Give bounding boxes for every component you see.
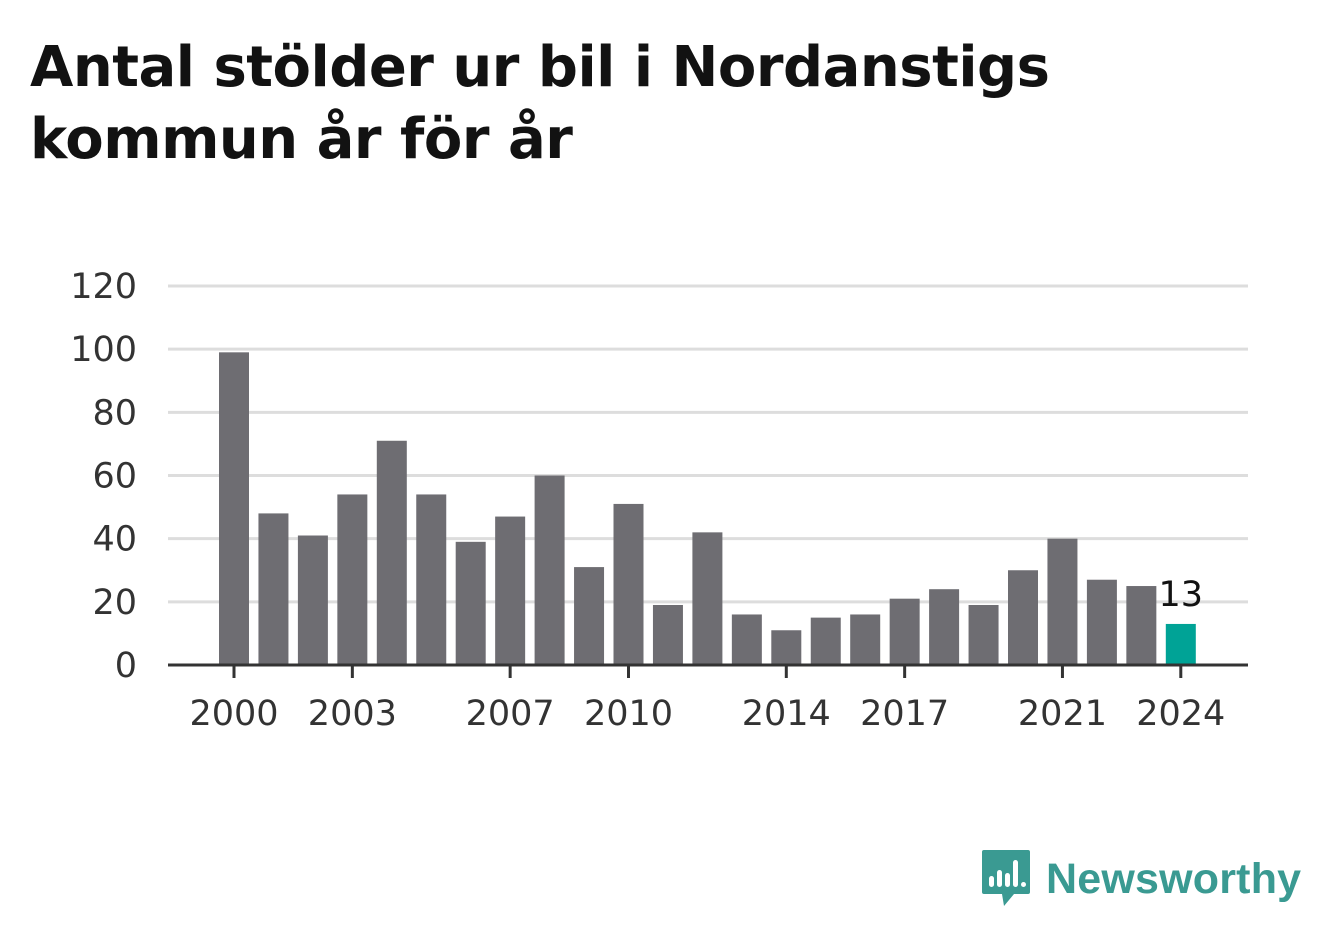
bar-2011 xyxy=(652,604,683,665)
x-tick-label: 2021 xyxy=(1018,694,1107,734)
bar-2018 xyxy=(929,589,960,665)
y-tick-label: 100 xyxy=(70,330,137,370)
x-tick-label: 2010 xyxy=(584,694,673,734)
x-tick-label: 2003 xyxy=(308,694,397,734)
bar-2017 xyxy=(889,598,920,665)
bars xyxy=(219,352,1196,665)
chart-title: Antal stölder ur bil i Nordanstigs kommu… xyxy=(30,35,1050,172)
y-tick-label: 80 xyxy=(92,393,137,433)
y-tick-label: 60 xyxy=(92,457,137,497)
x-tick-label: 2017 xyxy=(860,694,949,734)
x-tick-label: 2000 xyxy=(189,694,278,734)
y-tick-label: 120 xyxy=(70,267,137,307)
y-tick-label: 0 xyxy=(115,646,137,686)
y-tick-label: 20 xyxy=(92,583,137,623)
bar-2019 xyxy=(968,604,999,665)
bar-2014 xyxy=(771,630,802,665)
bar-2022 xyxy=(1086,579,1117,665)
bar-2016 xyxy=(850,614,881,665)
bar-2023 xyxy=(1126,586,1157,665)
bar-2013 xyxy=(731,614,762,665)
bar-2001 xyxy=(258,513,289,665)
bar-2007 xyxy=(495,516,526,665)
brand-name: Newsworthy xyxy=(1046,854,1302,903)
y-axis: 0 20 40 60 80 100 120 xyxy=(70,267,137,686)
bar-2020 xyxy=(1008,570,1038,665)
data-label-2024: 13 xyxy=(1159,575,1204,615)
bar-2002 xyxy=(297,535,328,665)
bar-2008 xyxy=(534,475,565,665)
bar-2006 xyxy=(455,541,486,665)
bar-2005 xyxy=(416,494,447,665)
bar-2012 xyxy=(692,532,723,665)
bar-2010 xyxy=(613,503,644,665)
newsworthy-logo-icon xyxy=(982,850,1030,906)
x-tick-label: 2024 xyxy=(1136,694,1225,734)
y-tick-label: 40 xyxy=(92,520,137,560)
x-axis: 2000 2003 2007 2010 2014 2017 2021 2024 xyxy=(168,663,1248,734)
bar-2004 xyxy=(376,440,407,665)
x-tick-label: 2014 xyxy=(742,694,831,734)
brand-logo: Newsworthy xyxy=(980,848,1301,910)
bar-2009 xyxy=(574,567,605,665)
bar-2000 xyxy=(219,352,249,665)
bar-2015 xyxy=(810,617,841,665)
data-labels: 13 xyxy=(1159,575,1204,615)
x-tick-label: 2007 xyxy=(466,694,555,734)
bar-2003 xyxy=(337,494,368,665)
bar-2024 xyxy=(1165,623,1196,665)
bar-2021 xyxy=(1047,538,1078,665)
